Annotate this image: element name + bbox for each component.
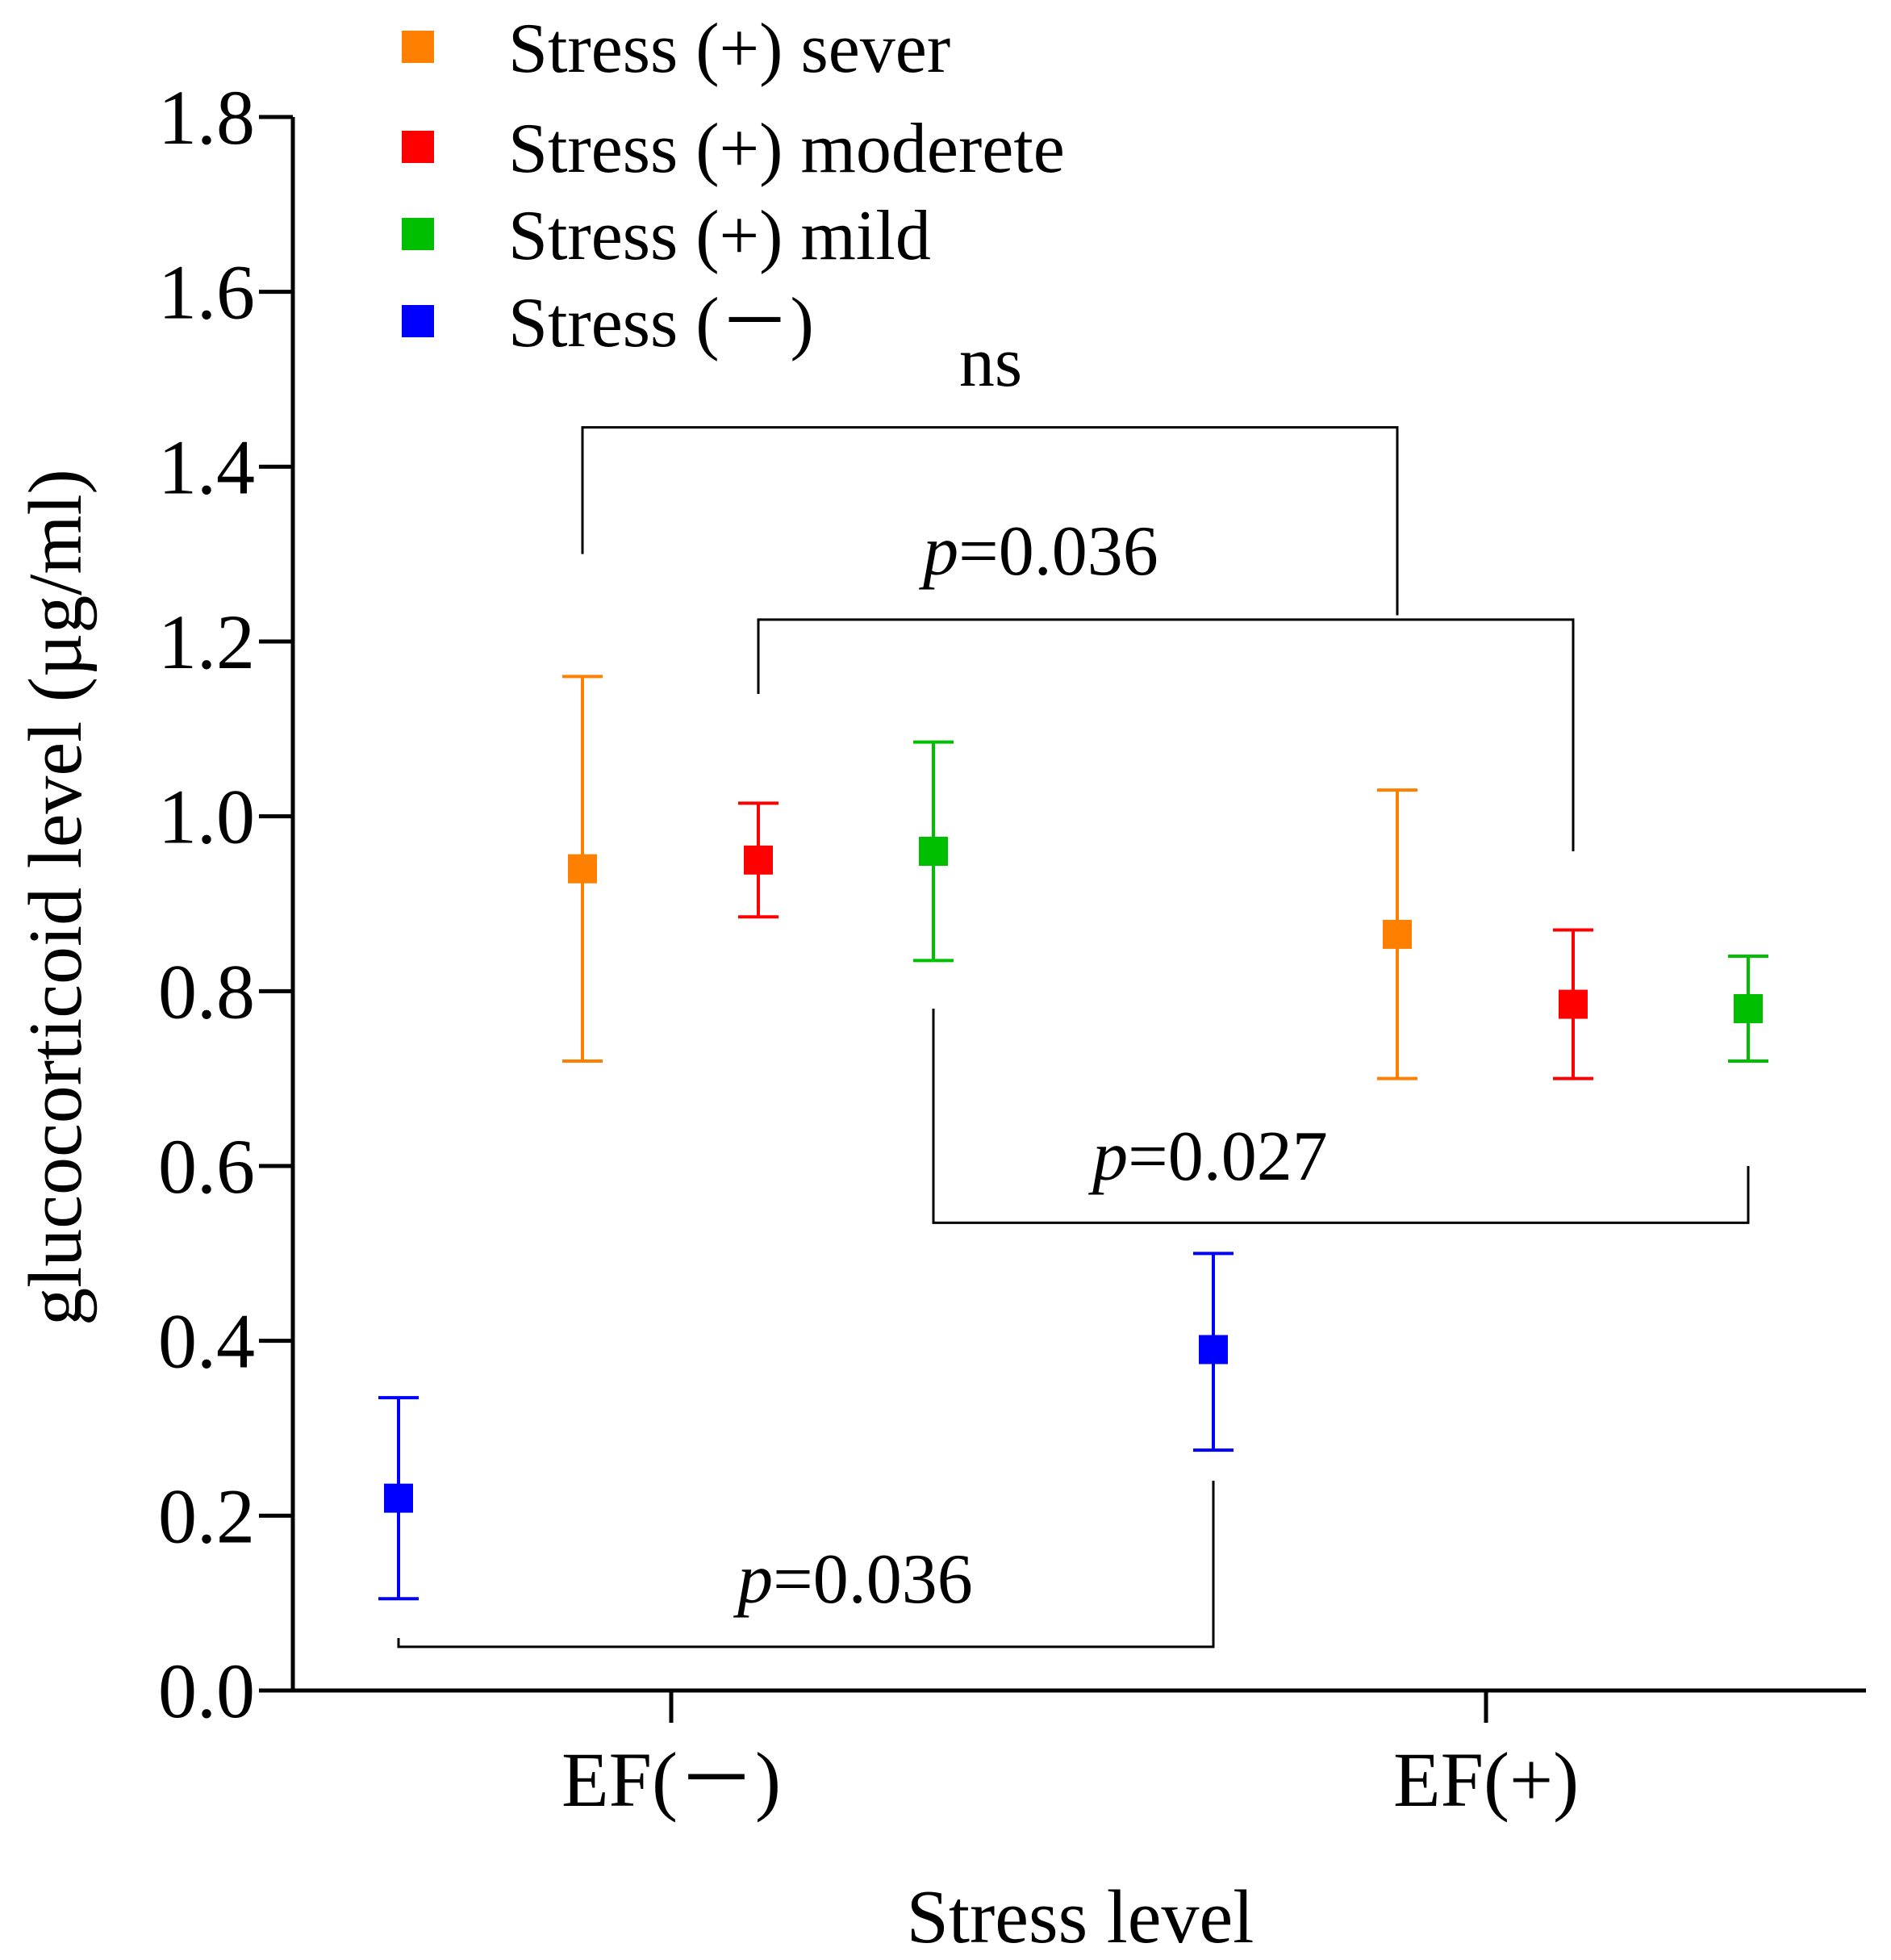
p-symbol: p [1087, 1118, 1128, 1196]
significance-label: p=0.036 [918, 512, 1158, 591]
y-tick-label: 1.6 [158, 249, 255, 336]
p-value: =0.027 [1128, 1118, 1328, 1196]
significance-bracket [581, 426, 1399, 616]
legend-label: Stress (+) moderete [508, 110, 1065, 188]
data-point [384, 1483, 413, 1513]
significance-label: p=0.036 [733, 1540, 973, 1619]
data-point [1734, 994, 1763, 1023]
x-category-label: EF(+) [1393, 1736, 1579, 1823]
legend-label: Stress (－) [508, 284, 814, 362]
legend: Stress (+) sever Stress (+) moderete Stres… [402, 10, 1065, 362]
significance-bracket [757, 618, 1575, 851]
x-axis-title: Stress level [907, 1875, 1254, 1959]
data-point [744, 845, 773, 875]
legend-swatch [402, 218, 434, 250]
legend-label: Stress (+) mild [508, 197, 931, 275]
y-tick-label: 0.0 [158, 1648, 255, 1734]
axes: 0.0 0.2 0.4 0.6 0.8 1.0 1.2 1.4 1.6 1.8 EF(－) EF(+) [158, 74, 1866, 1823]
p-symbol: p [918, 512, 958, 591]
p-value: ns [959, 324, 1022, 402]
legend-swatch [402, 31, 434, 63]
significance-label: ns [959, 324, 1022, 402]
legend-swatch [402, 305, 434, 337]
significance-bracket [932, 1009, 1750, 1224]
y-tick-label: 0.8 [158, 948, 255, 1034]
p-symbol: p [733, 1540, 773, 1619]
y-tick-label: 0.4 [158, 1298, 255, 1385]
y-axis-title: glucocorticoid level (µg/ml) [14, 469, 98, 1326]
data-point [1383, 919, 1412, 949]
p-value: =0.036 [958, 512, 1158, 591]
data-point [1199, 1335, 1228, 1364]
y-tick-label: 1.2 [158, 599, 255, 685]
y-tick-label: 1.4 [158, 424, 255, 510]
data-point [919, 837, 948, 866]
data-point [1559, 989, 1588, 1019]
data-marks [378, 675, 1768, 1601]
y-tick-label: 1.0 [158, 774, 255, 860]
y-tick-label: 1.8 [158, 74, 255, 161]
significance-bracket [397, 1481, 1215, 1649]
data-point [568, 854, 597, 884]
legend-label: Stress (+) sever [508, 10, 950, 88]
x-category-label: EF(－) [561, 1736, 781, 1823]
y-tick-label: 0.2 [158, 1473, 255, 1559]
p-value: =0.036 [773, 1540, 973, 1619]
legend-swatch [402, 131, 434, 163]
y-tick-label: 0.6 [158, 1123, 255, 1210]
significance-label: p=0.027 [1087, 1118, 1328, 1196]
